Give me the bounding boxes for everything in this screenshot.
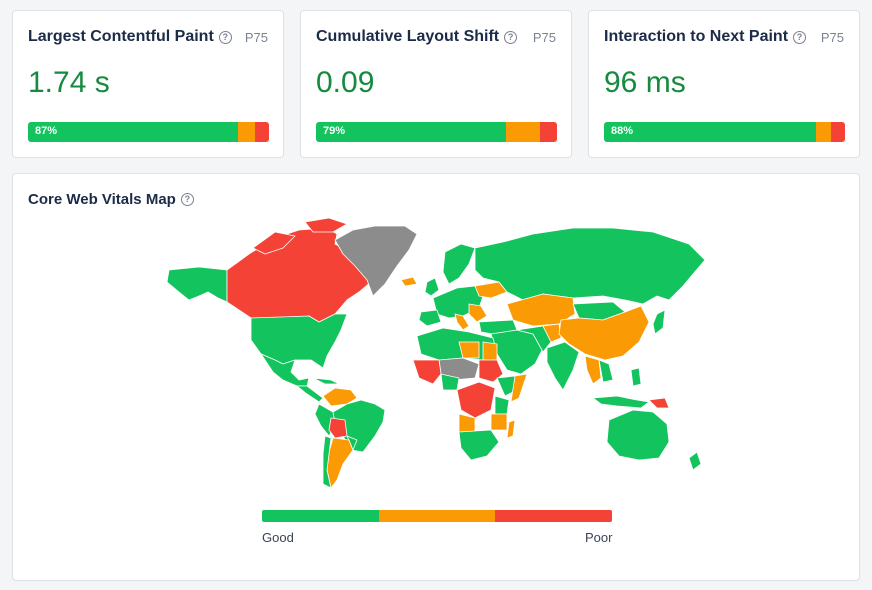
metric-value: 0.09 bbox=[316, 66, 375, 99]
needs-improvement-segment bbox=[506, 122, 541, 142]
region-southern-africa[interactable] bbox=[458, 429, 500, 461]
help-icon[interactable]: ? bbox=[504, 30, 518, 44]
country-libya[interactable] bbox=[458, 341, 480, 359]
world-map bbox=[166, 217, 706, 489]
legend-needs-improvement-segment bbox=[378, 510, 496, 522]
country-egypt[interactable] bbox=[482, 341, 498, 361]
legend-good-segment bbox=[262, 510, 379, 522]
country-afghanistan[interactable] bbox=[542, 323, 562, 343]
country-russia[interactable] bbox=[474, 227, 706, 305]
help-icon[interactable]: ? bbox=[218, 30, 232, 44]
country-australia[interactable] bbox=[606, 409, 670, 461]
map-title: Core Web Vitals Map bbox=[28, 191, 176, 208]
good-segment: 88% bbox=[604, 122, 817, 142]
metric-card-lcp: Largest Contentful Paint? P75 1.74 s 87% bbox=[12, 10, 284, 158]
region-central-africa[interactable] bbox=[456, 381, 496, 419]
poor-segment bbox=[830, 122, 845, 142]
country-papua-new-guinea[interactable] bbox=[648, 397, 670, 409]
percentile-label: P75 bbox=[820, 30, 844, 45]
country-indonesia[interactable] bbox=[592, 395, 650, 409]
region-caribbean[interactable] bbox=[312, 377, 340, 385]
help-icon[interactable]: ? bbox=[180, 193, 194, 206]
country-iceland[interactable] bbox=[400, 276, 418, 287]
country-madagascar[interactable] bbox=[506, 419, 516, 439]
country-new-zealand[interactable] bbox=[688, 451, 702, 471]
country-mexico[interactable] bbox=[260, 353, 310, 387]
country-spain[interactable] bbox=[418, 309, 442, 327]
country-italy[interactable] bbox=[454, 313, 470, 331]
region-southeast-asia[interactable] bbox=[584, 355, 602, 385]
legend-good-label: Good bbox=[262, 530, 294, 545]
percentile-label: P75 bbox=[244, 30, 268, 45]
legend-poor-segment bbox=[495, 510, 612, 522]
country-bolivia[interactable] bbox=[328, 417, 348, 439]
distribution-bar: 79% bbox=[316, 122, 557, 142]
good-segment: 87% bbox=[28, 122, 238, 142]
distribution-bar: 88% bbox=[604, 122, 845, 142]
country-greenland[interactable] bbox=[334, 225, 418, 297]
core-web-vitals-map-card: Core Web Vitals Map? bbox=[12, 173, 860, 581]
country-argentina[interactable] bbox=[326, 437, 354, 489]
country-paraguay[interactable] bbox=[346, 435, 358, 451]
region-scandinavia[interactable] bbox=[442, 243, 476, 285]
region-central-america[interactable] bbox=[296, 385, 324, 403]
country-somalia[interactable] bbox=[510, 373, 528, 403]
country-canada-islands[interactable] bbox=[252, 231, 296, 255]
metric-value: 96 ms bbox=[604, 66, 686, 99]
legend-poor-label: Poor bbox=[585, 530, 613, 545]
poor-segment bbox=[254, 122, 269, 142]
country-india[interactable] bbox=[546, 341, 580, 391]
poor-segment bbox=[540, 122, 557, 142]
percentile-label: P75 bbox=[532, 30, 556, 45]
country-alaska[interactable] bbox=[166, 266, 228, 303]
metric-card-cls: Cumulative Layout Shift? P75 0.09 79% bbox=[300, 10, 572, 158]
country-uk[interactable] bbox=[424, 277, 440, 297]
region-balkans[interactable] bbox=[468, 303, 488, 323]
country-iran[interactable] bbox=[516, 325, 552, 353]
metric-title: Interaction to Next Paint bbox=[604, 28, 789, 45]
good-segment: 79% bbox=[316, 122, 507, 142]
country-china[interactable] bbox=[558, 305, 650, 361]
region-indochina[interactable] bbox=[598, 359, 614, 383]
country-venezuela[interactable] bbox=[322, 387, 358, 407]
metric-title: Largest Contentful Paint bbox=[28, 28, 214, 45]
country-tanzania[interactable] bbox=[490, 413, 508, 431]
legend-bar bbox=[262, 510, 612, 522]
help-icon[interactable]: ? bbox=[793, 30, 807, 44]
country-ukraine[interactable] bbox=[474, 281, 508, 299]
needs-improvement-segment bbox=[237, 122, 255, 142]
good-percent-label: 79% bbox=[323, 125, 346, 137]
distribution-bar: 87% bbox=[28, 122, 269, 142]
metric-value: 1.74 s bbox=[28, 66, 110, 99]
needs-improvement-segment bbox=[816, 122, 831, 142]
country-kenya[interactable] bbox=[494, 395, 510, 415]
good-percent-label: 88% bbox=[611, 125, 634, 137]
metric-card-inp: Interaction to Next Paint? P75 96 ms 88% bbox=[588, 10, 860, 158]
metric-title: Cumulative Layout Shift bbox=[316, 28, 500, 45]
country-japan[interactable] bbox=[652, 309, 666, 335]
region-west-africa[interactable] bbox=[412, 359, 442, 385]
country-canada-islands-2[interactable] bbox=[304, 217, 348, 233]
region-philippines[interactable] bbox=[630, 367, 642, 387]
country-chile[interactable] bbox=[322, 435, 332, 489]
good-percent-label: 87% bbox=[35, 125, 58, 137]
